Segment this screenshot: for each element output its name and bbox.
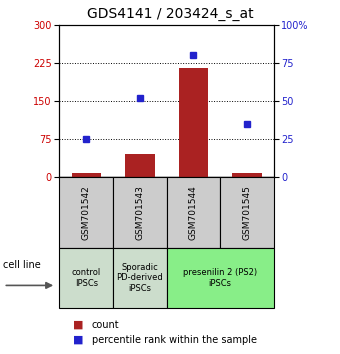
Text: GSM701544: GSM701544	[189, 185, 198, 240]
Bar	[232, 173, 262, 177]
Text: percentile rank within the sample: percentile rank within the sample	[92, 335, 257, 345]
Text: ■: ■	[73, 320, 84, 330]
Text: Sporadic
PD-derived
iPSCs: Sporadic PD-derived iPSCs	[116, 263, 163, 293]
Bar	[167, 248, 274, 308]
Text: GDS4141 / 203424_s_at: GDS4141 / 203424_s_at	[87, 7, 253, 21]
Bar	[220, 177, 274, 248]
Text: GSM701542: GSM701542	[82, 185, 91, 240]
Text: count: count	[92, 320, 119, 330]
Text: presenilin 2 (PS2)
iPSCs: presenilin 2 (PS2) iPSCs	[183, 268, 257, 287]
Bar	[59, 248, 113, 308]
Bar	[125, 154, 155, 177]
Text: control
IPSCs: control IPSCs	[72, 268, 101, 287]
Text: ■: ■	[73, 335, 84, 345]
Bar	[113, 177, 167, 248]
Bar	[167, 177, 220, 248]
Text: cell line: cell line	[3, 259, 41, 270]
Bar	[113, 248, 167, 308]
Text: GSM701543: GSM701543	[135, 185, 144, 240]
Bar	[178, 68, 208, 177]
Bar	[59, 177, 113, 248]
Bar	[71, 173, 101, 177]
Text: GSM701545: GSM701545	[242, 185, 251, 240]
